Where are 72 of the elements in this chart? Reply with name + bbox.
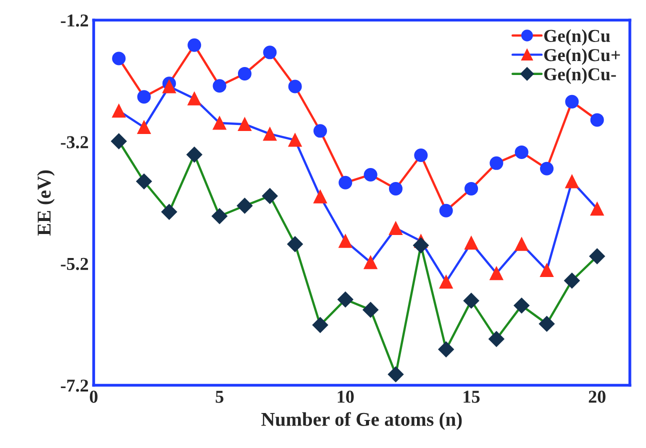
point	[362, 302, 378, 318]
legend-label: Ge(n)Cu+	[544, 48, 620, 65]
point	[439, 275, 453, 289]
point	[438, 341, 454, 358]
point	[288, 80, 302, 94]
point	[439, 204, 453, 218]
point	[238, 117, 252, 131]
point	[137, 90, 151, 104]
point	[388, 182, 403, 196]
point	[136, 174, 152, 190]
y-tick-label: -1.2	[60, 14, 88, 27]
point	[364, 168, 378, 182]
point	[212, 79, 226, 93]
point	[288, 133, 302, 147]
point	[464, 182, 478, 196]
point	[186, 146, 202, 163]
x-tick-label: 5	[216, 390, 224, 403]
point	[313, 124, 327, 138]
point	[212, 116, 226, 130]
x-tick-label: 20	[588, 390, 606, 403]
point	[490, 266, 504, 280]
point	[414, 148, 428, 162]
point	[514, 237, 528, 251]
point	[388, 366, 404, 382]
legend-label: Ge(n)Cu-	[544, 68, 616, 84]
point	[338, 234, 352, 248]
point	[540, 263, 554, 278]
point	[463, 292, 480, 309]
x-tick-label: 10	[338, 390, 354, 403]
point	[188, 92, 202, 106]
point	[538, 316, 555, 332]
point	[589, 248, 606, 264]
point	[313, 190, 327, 204]
point	[413, 237, 429, 254]
y-axis-title: EE (eV)	[37, 170, 55, 236]
y-tick-label: -7.2	[60, 380, 88, 392]
point	[236, 198, 253, 214]
y-tick-label: -3.2	[60, 136, 88, 148]
point	[238, 66, 252, 80]
point	[540, 162, 554, 176]
point	[137, 120, 151, 134]
point	[263, 127, 277, 141]
point	[338, 176, 352, 190]
point	[312, 317, 328, 333]
legend-label: Ge(n)Cu	[544, 29, 610, 46]
point	[161, 204, 178, 220]
point	[514, 298, 530, 314]
x-tick-label: 15	[464, 390, 480, 403]
point	[364, 256, 378, 270]
point	[564, 272, 580, 288]
point	[188, 38, 202, 52]
point	[514, 145, 528, 159]
point	[110, 133, 127, 150]
y-tick-label: -5.2	[60, 258, 88, 270]
point	[488, 331, 504, 347]
point	[388, 222, 403, 236]
x-tick-label: 0	[90, 390, 98, 403]
point	[590, 202, 604, 216]
point	[162, 80, 176, 94]
point	[565, 174, 579, 188]
point	[212, 208, 228, 224]
point	[565, 94, 579, 108]
x-axis-title: Number of Ge atoms (n)	[261, 412, 462, 430]
point	[590, 113, 604, 127]
point	[464, 236, 478, 250]
point	[112, 104, 126, 118]
point	[287, 236, 303, 252]
point	[490, 156, 504, 170]
point	[263, 46, 277, 60]
point	[112, 52, 126, 66]
point	[262, 188, 278, 204]
point	[338, 292, 354, 308]
